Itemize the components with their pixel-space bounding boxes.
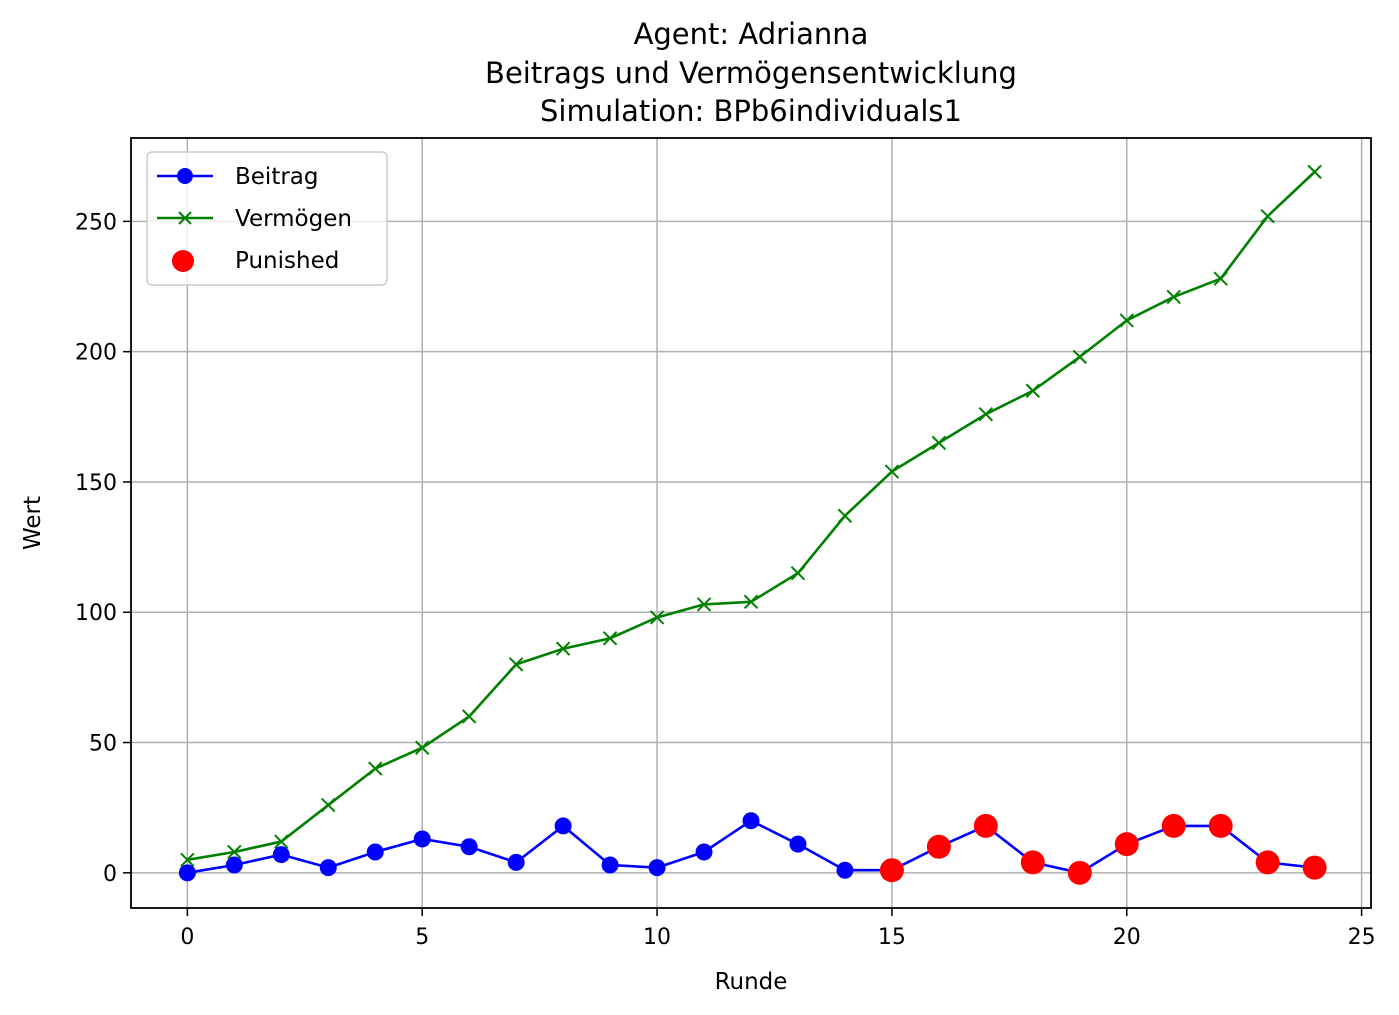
data-point [554, 817, 572, 835]
data-point [555, 641, 571, 656]
y-tick-label: 100 [75, 601, 117, 626]
data-point [884, 464, 900, 479]
data-point [695, 843, 713, 861]
legend-marker-vermoegen [178, 211, 192, 225]
data-point [508, 657, 524, 672]
series-layer [178, 164, 1327, 885]
y-tick-label: 0 [103, 862, 117, 887]
x-tick-label: 15 [878, 925, 906, 950]
data-point [1072, 349, 1087, 365]
punished-point [1161, 813, 1186, 838]
data-point [460, 838, 478, 856]
data-point [602, 631, 618, 646]
data-point [648, 859, 666, 877]
punished-point [1208, 813, 1233, 838]
data-point [742, 812, 760, 830]
chart-title: Agent: Adrianna Beitrags und Vermögensen… [485, 17, 1017, 128]
data-point [696, 597, 712, 612]
data-point [225, 856, 243, 874]
data-point [415, 740, 430, 755]
legend-label-vermoegen: Vermögen [235, 206, 352, 232]
title-line-1: Agent: Adrianna [634, 17, 869, 51]
data-point [790, 565, 806, 581]
data-point [413, 830, 431, 848]
data-point [1213, 271, 1228, 286]
punished-point [1114, 832, 1139, 857]
data-point [368, 761, 383, 776]
data-point [837, 508, 853, 524]
x-tick-label: 25 [1348, 925, 1376, 950]
data-point [319, 859, 337, 877]
punished-point [1255, 850, 1280, 875]
x-tick-label: 20 [1113, 925, 1141, 950]
data-point [272, 846, 290, 864]
y-tick-label: 150 [75, 471, 117, 496]
data-point [743, 594, 759, 610]
data-point [227, 844, 242, 860]
punished-point [926, 834, 951, 859]
x-tick-label: 5 [415, 925, 429, 950]
data-point [321, 797, 336, 813]
data-point [507, 853, 525, 871]
y-tick-label: 250 [75, 210, 117, 235]
data-point [1119, 313, 1134, 328]
title-line-3: Simulation: BPb6individuals1 [540, 94, 962, 128]
x-tick-label: 10 [643, 925, 671, 950]
data-point [1307, 164, 1322, 180]
data-point [601, 856, 619, 874]
data-point [836, 861, 854, 879]
plot-frame [130, 137, 1372, 909]
y-axis-label: Wert [20, 496, 46, 550]
data-point [366, 843, 384, 861]
grid [131, 138, 1371, 908]
legend-marker-beitrag [177, 168, 193, 184]
data-point [1166, 289, 1181, 305]
punished-point [1020, 850, 1045, 875]
legend-label-punished: Punished [235, 248, 339, 274]
x-tick-label: 0 [180, 925, 194, 950]
data-point [180, 852, 195, 868]
punished-point [1302, 855, 1327, 880]
legend-label-beitrag: Beitrag [235, 164, 319, 190]
x-axis-label: Runde [715, 969, 788, 995]
data-point [1025, 383, 1041, 398]
data-point [789, 835, 807, 853]
legend-box [146, 151, 388, 286]
punished-point [973, 813, 998, 838]
data-point [274, 834, 289, 849]
y-tick-label: 200 [75, 341, 117, 366]
series-1 [180, 164, 1322, 868]
punished-point [879, 858, 904, 883]
legend-marker-punished [172, 250, 194, 272]
data-point [178, 864, 196, 882]
legend: Beitrag Vermögen Punished [146, 151, 388, 286]
y-tick-label: 50 [89, 732, 117, 757]
data-point [978, 407, 994, 422]
punished-point [1067, 860, 1092, 885]
title-line-2: Beitrags und Vermögensentwicklung [485, 56, 1017, 90]
data-point [931, 435, 947, 451]
data-point [1260, 208, 1275, 224]
data-point [461, 709, 477, 724]
punished-points [879, 813, 1327, 885]
data-point [649, 610, 665, 625]
